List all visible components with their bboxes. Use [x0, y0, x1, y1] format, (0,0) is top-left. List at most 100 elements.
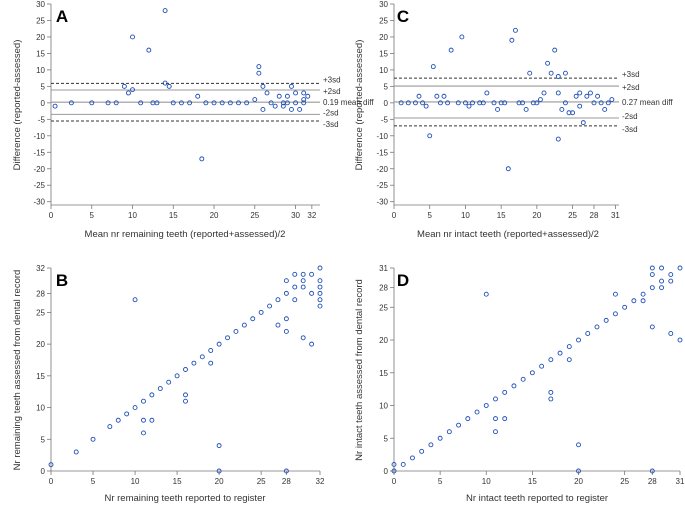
- data-point: [292, 271, 298, 277]
- x-axis-label: Nr remaining teeth reported to register: [104, 493, 265, 504]
- y-tick-label: 15: [36, 372, 45, 381]
- data-point: [391, 462, 397, 467]
- x-tick-label: 0: [392, 477, 397, 486]
- y-tick-label: 5: [41, 82, 46, 91]
- data-point: [555, 74, 561, 79]
- data-point: [640, 298, 646, 304]
- x-tick-label: 10: [131, 477, 140, 486]
- y-tick-label: 20: [379, 336, 388, 345]
- data-point: [585, 331, 591, 336]
- data-point: [493, 396, 498, 402]
- data-point: [512, 27, 518, 33]
- y-tick-label: -10: [33, 132, 45, 141]
- data-point: [267, 303, 273, 309]
- y-tick-label: 30: [379, 0, 388, 9]
- y-tick-label: -30: [33, 198, 45, 207]
- data-point: [211, 100, 217, 106]
- reference-line-label: -3sd: [323, 120, 339, 129]
- data-point: [445, 100, 451, 106]
- data-point: [580, 120, 586, 126]
- data-point: [283, 290, 289, 296]
- data-point: [300, 271, 306, 277]
- reference-line-label: -2sd: [622, 112, 638, 121]
- data-point: [292, 297, 298, 303]
- x-tick-label: 20: [215, 477, 224, 486]
- x-axis-label: Nr intact teeth reported to register: [466, 493, 608, 504]
- data-point: [132, 405, 138, 411]
- data-point: [649, 285, 655, 291]
- data-point: [555, 136, 561, 142]
- data-point: [150, 100, 156, 106]
- data-point: [400, 462, 406, 467]
- data-point: [576, 442, 581, 448]
- x-tick-label: 32: [307, 211, 316, 220]
- data-point: [677, 265, 683, 271]
- reference-line-label: 0.19 mean diff: [323, 98, 374, 107]
- reference-line-label: +3sd: [323, 75, 341, 84]
- data-point: [256, 64, 262, 70]
- data-point: [427, 133, 433, 139]
- data-point: [562, 100, 568, 106]
- data-point: [289, 106, 294, 112]
- data-point: [603, 317, 609, 323]
- x-tick-label: 32: [316, 477, 325, 486]
- data-point: [587, 90, 593, 96]
- x-tick-label: 10: [461, 211, 470, 220]
- data-point: [502, 416, 508, 422]
- reference-line-label: 0.27 mean diff: [622, 98, 673, 107]
- data-point: [157, 386, 163, 391]
- y-tick-label: 20: [36, 33, 45, 42]
- data-point: [141, 398, 146, 404]
- data-point: [539, 363, 545, 369]
- data-point: [317, 265, 323, 271]
- y-tick-label: -20: [376, 165, 388, 174]
- data-point: [416, 93, 422, 99]
- data-point: [609, 97, 615, 103]
- data-point: [149, 392, 155, 398]
- y-tick-label: 0: [384, 99, 389, 108]
- y-tick-label: 25: [36, 16, 45, 25]
- data-point: [455, 100, 461, 106]
- data-point: [300, 335, 306, 341]
- data-point: [541, 90, 547, 96]
- y-tick-label: 5: [41, 435, 46, 444]
- y-axis-label: Difference (reported-assessed): [354, 40, 365, 171]
- data-point: [73, 449, 79, 455]
- data-point: [437, 435, 443, 441]
- panel-label: B: [56, 271, 68, 290]
- data-point: [225, 335, 230, 341]
- data-point: [208, 360, 214, 366]
- data-point: [89, 100, 95, 106]
- data-point: [130, 87, 135, 93]
- panel-label: A: [56, 7, 68, 26]
- data-point: [183, 367, 188, 372]
- y-tick-label: 10: [379, 402, 388, 411]
- data-point: [495, 106, 501, 112]
- data-point: [300, 278, 306, 284]
- y-tick-label: 10: [36, 404, 45, 413]
- data-point: [577, 103, 583, 109]
- data-point: [297, 106, 303, 112]
- data-point: [195, 93, 201, 99]
- data-point: [537, 97, 543, 103]
- data-point: [199, 156, 205, 162]
- data-point: [523, 106, 529, 112]
- x-tick-label: 10: [128, 211, 137, 220]
- data-point: [241, 322, 247, 328]
- x-tick-label: 20: [210, 211, 219, 220]
- data-point: [233, 328, 239, 334]
- x-tick-label: 15: [528, 477, 537, 486]
- data-point: [52, 103, 58, 109]
- data-point: [276, 93, 282, 99]
- y-tick-label: 5: [384, 434, 389, 443]
- y-tick-label: -5: [38, 115, 46, 124]
- x-tick-label: 5: [91, 477, 96, 486]
- data-point: [640, 291, 646, 297]
- data-point: [548, 389, 554, 395]
- data-point: [511, 383, 517, 389]
- data-point: [423, 103, 429, 109]
- data-point: [260, 83, 266, 89]
- data-point: [649, 324, 655, 330]
- data-point: [227, 100, 233, 106]
- data-point: [284, 100, 290, 106]
